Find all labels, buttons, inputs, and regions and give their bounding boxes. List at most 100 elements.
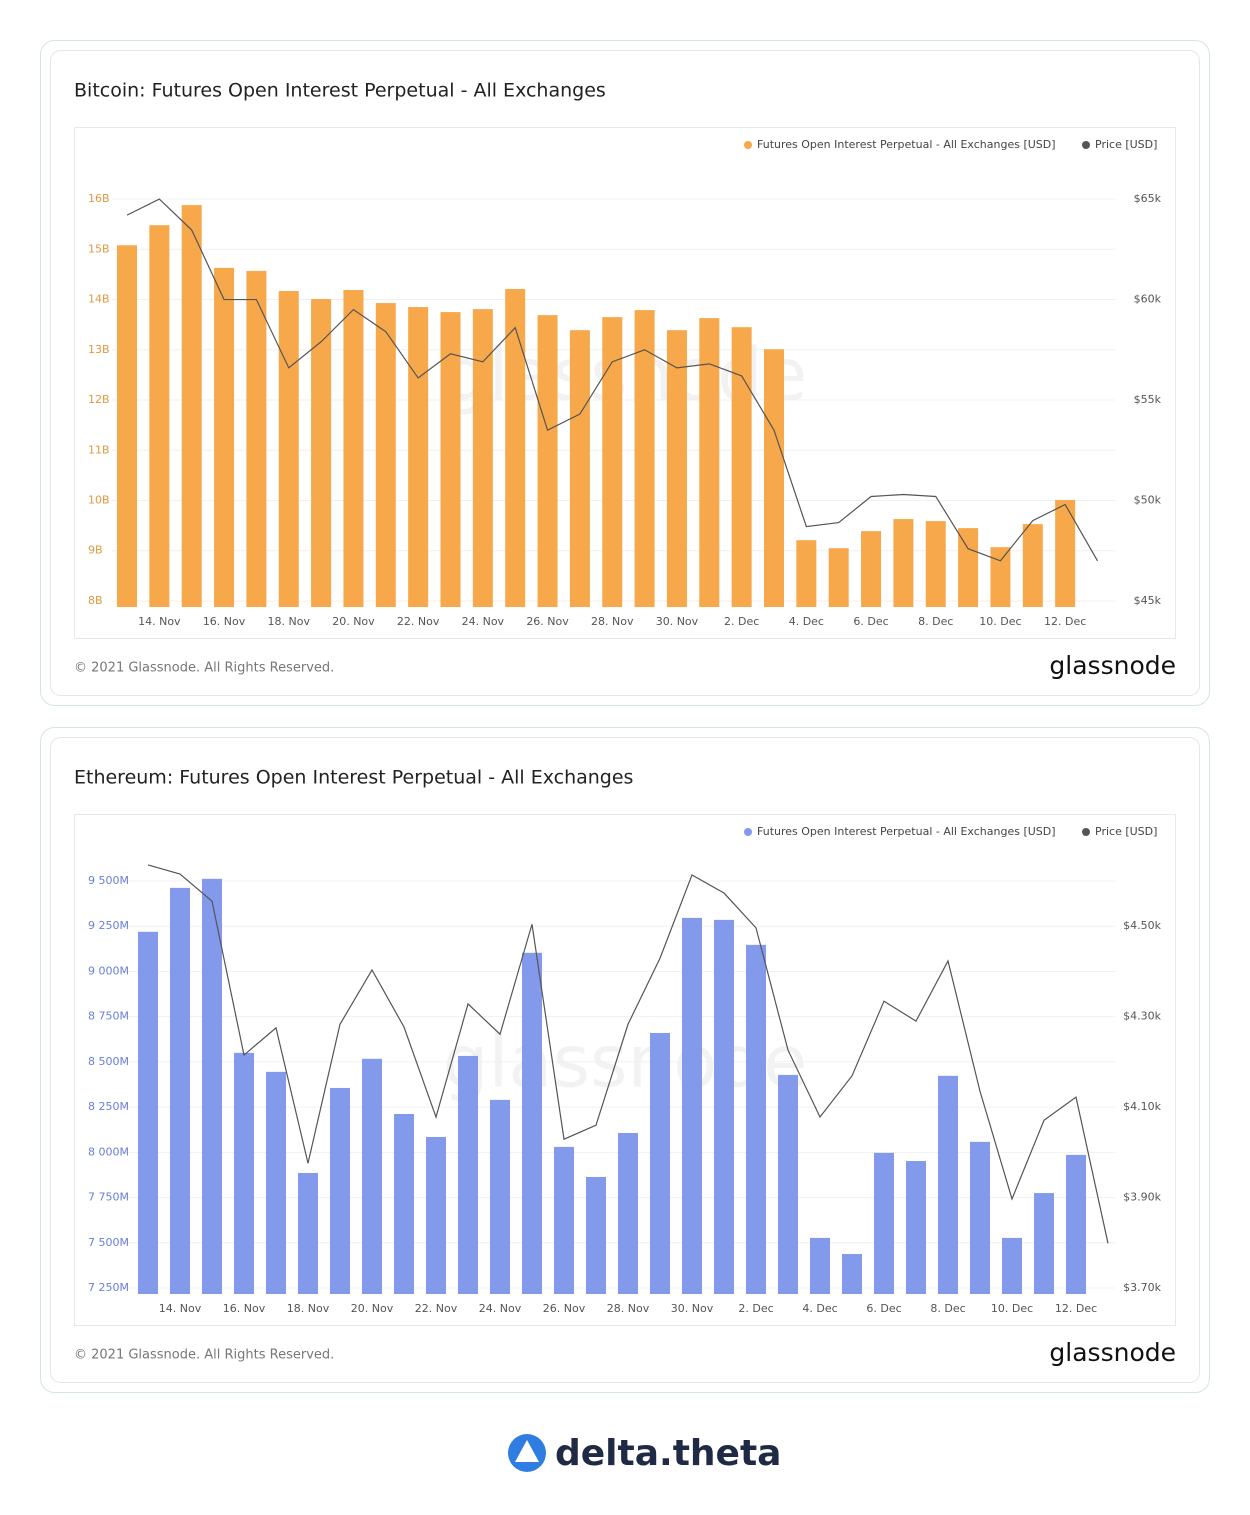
bar [181, 205, 202, 607]
x-tick-label: 8. Dec [918, 615, 953, 628]
x-tick-label: 30. Nov [656, 615, 699, 628]
bar [810, 1237, 830, 1294]
bar [861, 531, 882, 607]
bar [990, 547, 1011, 607]
y2-tick-label: $60k [1134, 293, 1162, 306]
bar [426, 1136, 446, 1294]
bar [1066, 1154, 1086, 1294]
bar [778, 1074, 798, 1294]
x-tick-label: 22. Nov [415, 1302, 458, 1315]
bar [170, 887, 190, 1294]
y-tick-label: 9B [88, 544, 103, 557]
bar [522, 952, 542, 1294]
bar [618, 1132, 638, 1294]
bar [893, 519, 914, 607]
glassnode-logo: glassnode [1049, 651, 1176, 680]
bar [362, 1058, 382, 1294]
bar [699, 318, 720, 607]
bar [234, 1052, 254, 1294]
y2-tick-label: $65k [1134, 192, 1162, 205]
bar [408, 307, 429, 607]
price-line [126, 198, 1099, 562]
bar [375, 303, 396, 607]
y-tick-label: 7 750M [88, 1191, 129, 1204]
bar [569, 330, 590, 607]
bar [278, 291, 299, 607]
watermark: glassnode [443, 333, 808, 417]
x-tick-label: 6. Dec [853, 615, 888, 628]
y-tick-label: 7 250M [88, 1281, 129, 1294]
bar [666, 330, 687, 607]
y-tick-label: 9 250M [88, 919, 129, 932]
bar [472, 309, 493, 607]
bar [874, 1152, 894, 1294]
y2-tick-label: $4.50k [1123, 919, 1161, 932]
x-tick-label: 6. Dec [866, 1302, 901, 1315]
bar [842, 1254, 862, 1294]
bar [330, 1087, 350, 1294]
chart-card: Bitcoin: Futures Open Interest Perpetual… [40, 40, 1210, 706]
bar [1034, 1193, 1054, 1294]
x-tick-label: 4. Dec [789, 615, 824, 628]
bar [970, 1141, 990, 1294]
y-tick-label: 11B [88, 443, 110, 456]
brand-logo: delta.theta [508, 1433, 781, 1474]
legend-swatch [744, 828, 752, 836]
y-tick-label: 14B [88, 293, 110, 306]
x-tick-label: 10. Dec [991, 1302, 1033, 1315]
legend-label: Price [USD] [1095, 825, 1157, 838]
y2-tick-label: $4.10k [1123, 1100, 1161, 1113]
glassnode-logo: glassnode [1049, 1338, 1176, 1367]
legend-label: Futures Open Interest Perpetual - All Ex… [757, 825, 1056, 838]
bar [311, 299, 332, 607]
y-tick-label: 15B [88, 242, 110, 255]
bar [246, 270, 267, 607]
y2-tick-label: $4.30k [1123, 1010, 1161, 1023]
bar [828, 548, 849, 607]
bar [938, 1075, 958, 1294]
x-tick-label: 14. Nov [138, 615, 181, 628]
x-tick-label: 24. Nov [479, 1302, 522, 1315]
x-tick-label: 2. Dec [738, 1302, 773, 1315]
x-tick-label: 20. Nov [332, 615, 375, 628]
y-tick-label: 9 000M [88, 964, 129, 977]
x-tick-label: 20. Nov [351, 1302, 394, 1315]
brand-icon-mark [515, 1440, 539, 1462]
brand-text: delta.theta [555, 1433, 781, 1474]
y-tick-label: 8 000M [88, 1145, 129, 1158]
bar [1002, 1237, 1022, 1294]
bar [1055, 499, 1076, 607]
bar [682, 917, 702, 1294]
y2-tick-label: $3.90k [1123, 1191, 1161, 1204]
bar [138, 931, 158, 1294]
bar [266, 1071, 286, 1294]
bar [650, 1032, 670, 1294]
bar [202, 878, 222, 1294]
x-tick-label: 16. Nov [223, 1302, 266, 1315]
bar [796, 540, 817, 607]
y2-tick-label: $3.70k [1123, 1281, 1161, 1294]
legend-label: Futures Open Interest Perpetual - All Ex… [757, 138, 1056, 151]
y-tick-label: 13B [88, 343, 110, 356]
bar [298, 1172, 318, 1294]
price-line [147, 864, 1109, 1244]
bar [746, 944, 766, 1294]
y-tick-label: 8 750M [88, 1010, 129, 1023]
x-tick-label: 30. Nov [671, 1302, 714, 1315]
bar [117, 245, 137, 608]
y-tick-label: 9 500M [88, 874, 129, 887]
x-tick-label: 4. Dec [802, 1302, 837, 1315]
bar [343, 289, 364, 607]
chart-title: Ethereum: Futures Open Interest Perpetua… [74, 767, 633, 789]
x-tick-label: 12. Dec [1044, 615, 1086, 628]
bar [586, 1176, 606, 1294]
bar [394, 1113, 414, 1294]
chart-title: Bitcoin: Futures Open Interest Perpetual… [74, 80, 606, 102]
bar [214, 267, 235, 607]
bar [764, 349, 784, 607]
bar [505, 288, 526, 607]
bar [490, 1099, 510, 1294]
y-tick-label: 10B [88, 493, 110, 506]
bar [458, 1055, 478, 1294]
